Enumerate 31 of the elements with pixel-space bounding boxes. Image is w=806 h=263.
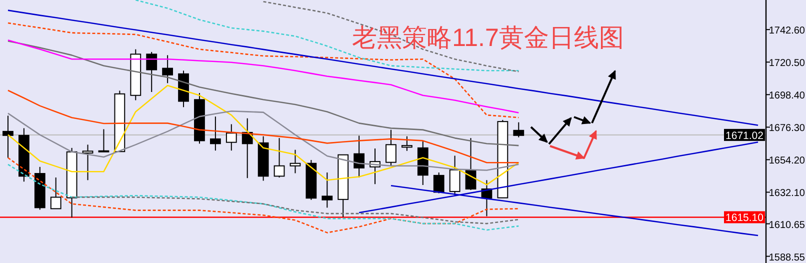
y-tick-label: 1676.30 (768, 123, 806, 134)
text: 老黑策略11.7黄金日线图 (352, 24, 624, 52)
y-tick-label: 1588.55 (768, 252, 806, 263)
y-tick-label: 1654.20 (768, 156, 806, 167)
candlestick (2, 115, 14, 158)
candlestick (401, 136, 412, 152)
y-tick-label: 1742.60 (768, 26, 806, 37)
line-series (7, 90, 520, 164)
candlestick (210, 116, 221, 152)
candlestick (82, 144, 94, 181)
candlestick (146, 51, 158, 92)
candlestick (449, 155, 460, 196)
ref-line-label: 1615.10 (726, 212, 764, 224)
candlestick (50, 176, 62, 210)
candlestick (290, 149, 301, 174)
candlestick (386, 129, 396, 166)
line-series (7, 10, 759, 126)
candlestick (433, 172, 444, 194)
y-tick-label: 1698.40 (768, 90, 806, 102)
candlestick (322, 172, 333, 208)
candlestick (162, 54, 174, 84)
candlestick (513, 122, 524, 138)
candlestick (98, 128, 110, 152)
candlestick (226, 124, 237, 152)
ref-line-label: 1671.02 (726, 130, 764, 142)
candlestick (274, 138, 285, 178)
y-tick-label: 1610.65 (768, 220, 806, 231)
candlestick (354, 135, 365, 178)
y-tick-label: 1720.50 (768, 58, 806, 70)
y-tick-label: 1632.10 (768, 188, 806, 200)
line-series (71, 196, 520, 224)
